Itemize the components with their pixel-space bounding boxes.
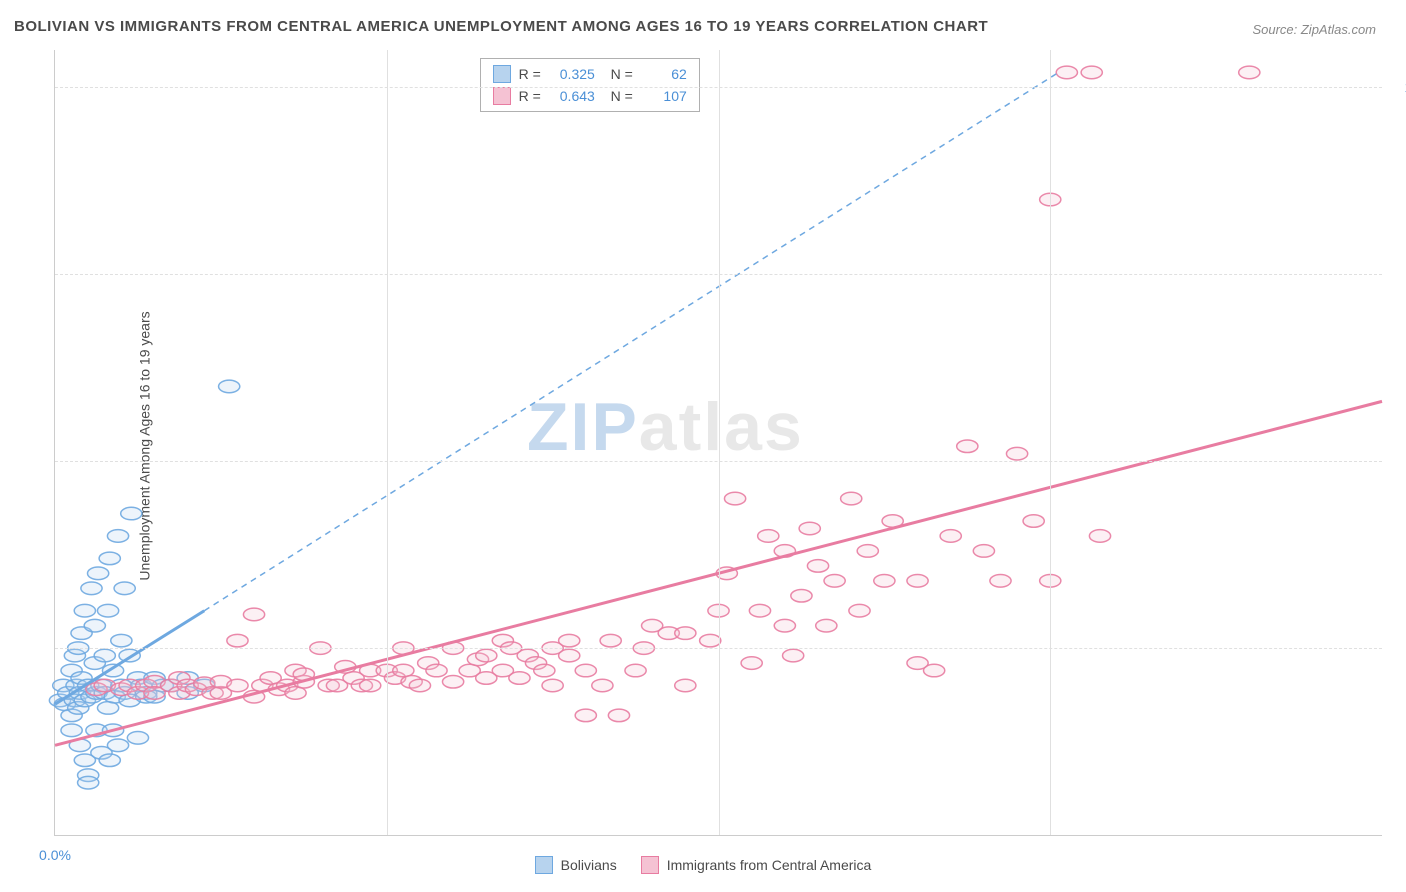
data-point	[88, 567, 109, 580]
data-point	[84, 619, 105, 632]
data-point	[97, 604, 118, 617]
ytick-label: 100.0%	[1392, 79, 1406, 95]
data-point	[990, 575, 1011, 588]
data-point	[1006, 447, 1027, 460]
data-point	[973, 545, 994, 558]
data-point	[476, 649, 497, 662]
data-point	[940, 530, 961, 543]
data-point	[907, 575, 928, 588]
ytick-label: 50.0%	[1392, 453, 1406, 469]
data-point	[114, 582, 135, 595]
bottom-legend: Bolivians Immigrants from Central America	[0, 856, 1406, 874]
swatch-icon	[641, 856, 659, 874]
legend-item: Immigrants from Central America	[641, 856, 872, 874]
stat-r-value: 0.643	[549, 88, 595, 104]
data-point	[1081, 66, 1102, 79]
data-point	[1239, 66, 1260, 79]
data-point	[559, 649, 580, 662]
data-point	[957, 440, 978, 453]
data-point	[592, 679, 613, 692]
data-point	[74, 604, 95, 617]
swatch-icon	[493, 87, 511, 105]
data-point	[874, 575, 895, 588]
data-point	[107, 530, 128, 543]
data-point	[99, 552, 120, 565]
stat-n-value: 107	[641, 88, 687, 104]
data-point	[724, 492, 745, 505]
stat-r-value: 0.325	[549, 66, 595, 82]
stats-row: R = 0.643 N = 107	[493, 87, 687, 105]
stat-r-label: R =	[519, 88, 541, 104]
data-point	[791, 589, 812, 602]
data-point	[559, 634, 580, 647]
data-point	[81, 582, 102, 595]
data-point	[758, 530, 779, 543]
data-point	[1089, 530, 1110, 543]
data-point	[78, 776, 99, 789]
legend-label: Immigrants from Central America	[667, 857, 872, 873]
stat-r-label: R =	[519, 66, 541, 82]
data-point	[575, 664, 596, 677]
data-point	[99, 754, 120, 767]
data-point	[61, 724, 82, 737]
data-point	[409, 679, 430, 692]
ytick-label: 25.0%	[1392, 640, 1406, 656]
source-text: Source: ZipAtlas.com	[1252, 22, 1376, 37]
trendline-extension	[204, 72, 1058, 610]
data-point	[227, 634, 248, 647]
stat-n-label: N =	[603, 88, 633, 104]
data-point	[127, 732, 148, 745]
data-point	[426, 664, 447, 677]
data-point	[675, 679, 696, 692]
data-point	[107, 739, 128, 752]
data-point	[608, 709, 629, 722]
stats-legend-box: R = 0.325 N = 62 R = 0.643 N = 107	[480, 58, 700, 112]
data-point	[924, 664, 945, 677]
gridline-v	[719, 50, 720, 835]
data-point	[542, 679, 563, 692]
gridline-v	[387, 50, 388, 835]
plot-area: ZIPatlas R =0.325 N =62R =0.643 N =107 2…	[54, 50, 1382, 836]
chart-title: BOLIVIAN VS IMMIGRANTS FROM CENTRAL AMER…	[14, 18, 988, 35]
data-point	[600, 634, 621, 647]
stat-n-label: N =	[603, 66, 633, 82]
data-point	[675, 627, 696, 640]
ytick-label: 75.0%	[1392, 266, 1406, 282]
data-point	[360, 679, 381, 692]
data-point	[824, 575, 845, 588]
data-point	[625, 664, 646, 677]
data-point	[575, 709, 596, 722]
data-point	[243, 608, 264, 621]
data-point	[219, 380, 240, 393]
data-point	[841, 492, 862, 505]
data-point	[849, 604, 870, 617]
data-point	[509, 672, 530, 685]
data-point	[807, 560, 828, 573]
gridline-v	[1050, 50, 1051, 835]
data-point	[227, 679, 248, 692]
data-point	[816, 619, 837, 632]
data-point	[94, 649, 115, 662]
data-point	[1056, 66, 1077, 79]
swatch-icon	[493, 65, 511, 83]
data-point	[111, 634, 132, 647]
swatch-icon	[535, 856, 553, 874]
data-point	[783, 649, 804, 662]
data-point	[442, 675, 463, 688]
data-point	[121, 507, 142, 520]
stats-row: R = 0.325 N = 62	[493, 65, 687, 83]
legend-label: Bolivians	[561, 857, 617, 873]
data-point	[741, 657, 762, 670]
data-point	[799, 522, 820, 535]
data-point	[749, 604, 770, 617]
data-point	[1023, 515, 1044, 528]
data-point	[774, 619, 795, 632]
data-point	[857, 545, 878, 558]
data-point	[534, 664, 555, 677]
stat-n-value: 62	[641, 66, 687, 82]
legend-item: Bolivians	[535, 856, 617, 874]
